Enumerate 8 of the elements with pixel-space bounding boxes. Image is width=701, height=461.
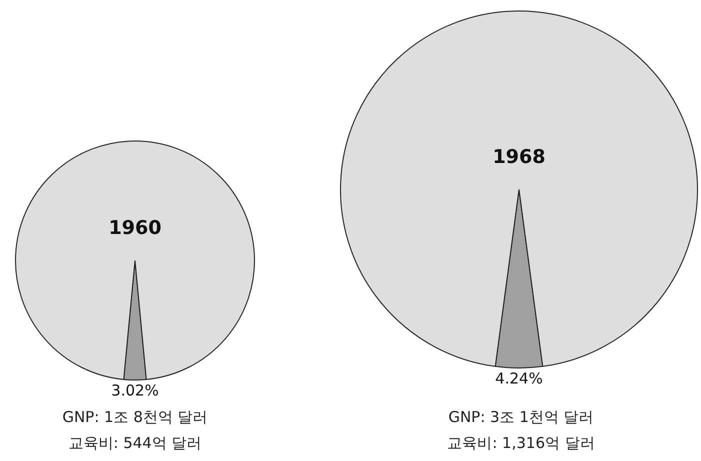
data-label: 3.02% <box>111 381 159 400</box>
text: 1960 <box>108 216 162 239</box>
text: GNP: 3조 1천억 달러 <box>448 408 594 427</box>
data-label: 4.24% <box>495 369 543 388</box>
text: 교육비: 544억 달러 <box>68 434 202 453</box>
text: 1968 <box>492 146 546 168</box>
text: GNP: 1조 8천억 달러 <box>62 408 208 427</box>
text: 교육비: 1,316억 달러 <box>447 434 595 453</box>
